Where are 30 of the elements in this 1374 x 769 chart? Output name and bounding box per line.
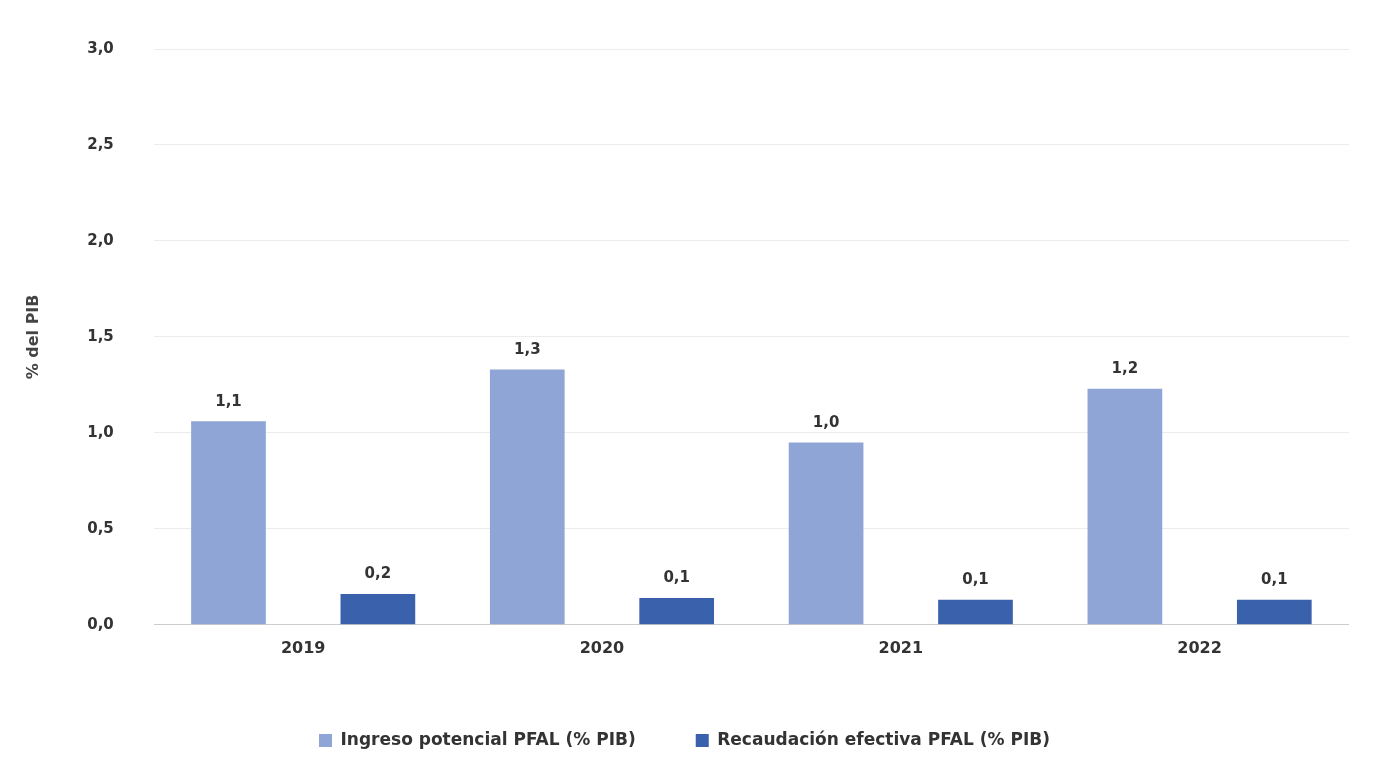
x-tick-label: 2019 xyxy=(280,637,326,657)
bar xyxy=(340,594,416,625)
data-label: 0,1 xyxy=(962,570,989,589)
y-tick-label: 1,5 xyxy=(87,326,114,345)
bar xyxy=(489,369,565,625)
y-axis-title: % del PIB xyxy=(22,294,42,380)
bar xyxy=(938,599,1013,625)
x-tick-label: 2020 xyxy=(579,637,625,657)
bar xyxy=(1236,599,1312,625)
legend-label: Ingreso potencial PFAL (% PIB) xyxy=(340,728,636,749)
y-tick-label: 2,5 xyxy=(87,134,114,153)
x-tick-label: 2022 xyxy=(1177,637,1222,657)
data-label: 0,1 xyxy=(1261,570,1288,589)
y-tick-label: 2,0 xyxy=(87,230,114,249)
data-label: 1,3 xyxy=(513,339,541,358)
y-tick-label: 0,0 xyxy=(87,614,114,633)
y-tick-label: 3,0 xyxy=(87,38,114,57)
x-tick-label: 2021 xyxy=(878,637,924,657)
bar xyxy=(788,442,864,625)
bar xyxy=(639,597,715,625)
y-tick-label: 1,0 xyxy=(87,422,114,441)
data-label: 1,2 xyxy=(1111,359,1139,378)
data-label: 0,2 xyxy=(364,564,392,583)
bar xyxy=(1087,388,1163,625)
bar xyxy=(191,421,266,625)
data-label: 0,1 xyxy=(663,568,690,587)
legend-label: Recaudación efectiva PFAL (% PIB) xyxy=(717,728,1050,749)
data-label: 1,0 xyxy=(812,412,840,431)
y-tick-label: 0,5 xyxy=(87,518,114,537)
data-label: 1,1 xyxy=(215,391,242,410)
